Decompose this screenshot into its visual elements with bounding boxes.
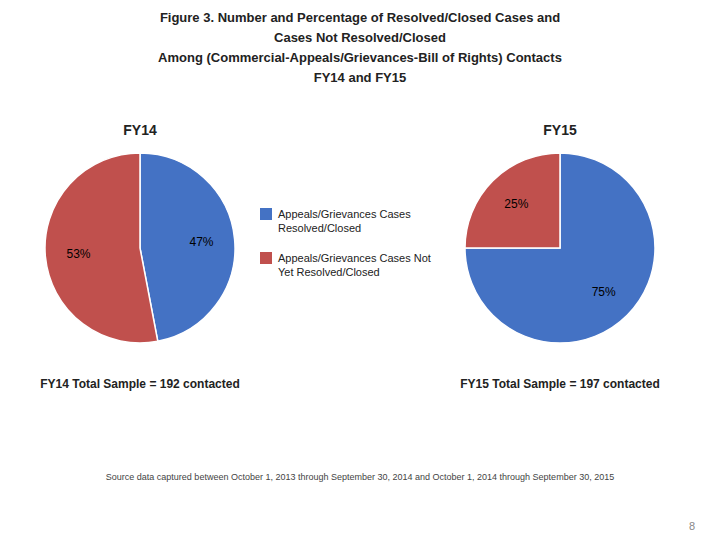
pie: Appeals/Grievances Cases Resolved/Closed… bbox=[465, 153, 655, 343]
pie-slice: Appeals/Grievances Cases Resolved/Closed bbox=[140, 153, 235, 341]
legend-label: Appeals/Grievances Cases Not Yet Resolved… bbox=[278, 252, 431, 278]
legend: Appeals/Grievances CasesResolved/ClosedA… bbox=[260, 208, 431, 278]
pie-title: FY15 bbox=[543, 122, 577, 138]
title-line: FY14 and FY15 bbox=[314, 70, 406, 85]
data-label: 25% bbox=[504, 197, 528, 211]
annotation: FY15 Total Sample = 197 contacted bbox=[460, 377, 660, 391]
legend-swatch bbox=[260, 208, 272, 220]
pie-slice: Appeals/Grievances Cases Resolved/Closed bbox=[465, 153, 655, 343]
title: Figure 3. Number and Percentage of Resol… bbox=[158, 10, 562, 85]
legend-label: Appeals/Grievances Cases Resolved/Closed bbox=[278, 208, 411, 234]
title-line: Cases Not Resolved/Closed bbox=[274, 30, 446, 45]
pie-slice: Appeals/Grievances Cases Not Yet Resolve… bbox=[45, 153, 158, 343]
page-number: 8 bbox=[689, 520, 695, 532]
chart-canvas: Figure 3. Number and Percentage of Resol… bbox=[0, 0, 720, 540]
legend-swatch bbox=[260, 252, 272, 264]
pie-slice: Appeals/Grievances Cases Not Yet Resolve… bbox=[465, 153, 560, 248]
source-note: Source data captured between October 1, … bbox=[106, 472, 614, 482]
pie: Appeals/Grievances Cases Resolved/Closed… bbox=[45, 153, 235, 343]
data-labels: 75% 25% bbox=[504, 197, 616, 298]
legend-item: Appeals/Grievances Cases Not Yet Resolved… bbox=[260, 252, 431, 278]
data-label: 75% bbox=[592, 285, 616, 299]
legend-label-line: Appeals/Grievances Cases bbox=[278, 208, 411, 220]
legend-label-line: Resolved/Closed bbox=[278, 222, 361, 234]
data-label: 53% bbox=[67, 247, 91, 261]
pie-title: FY14 bbox=[123, 122, 157, 138]
title-line: Figure 3. Number and Percentage of Resol… bbox=[160, 10, 560, 25]
data-labels: 47% 53% bbox=[67, 235, 214, 261]
slices: Appeals/Grievances Cases Resolved/Closed… bbox=[45, 153, 235, 343]
legend-label-line: Yet Resolved/Closed bbox=[278, 266, 380, 278]
legend-label-line: Appeals/Grievances Cases Not bbox=[278, 252, 431, 264]
data-label: 47% bbox=[189, 235, 213, 249]
annotation: FY14 Total Sample = 192 contacted bbox=[40, 377, 240, 391]
legend-item: Appeals/Grievances Cases Resolved/Closed bbox=[260, 208, 411, 234]
slices: Appeals/Grievances Cases Resolved/Closed… bbox=[465, 153, 655, 343]
title-line: Among (Commercial-Appeals/Grievances-Bil… bbox=[158, 50, 562, 65]
